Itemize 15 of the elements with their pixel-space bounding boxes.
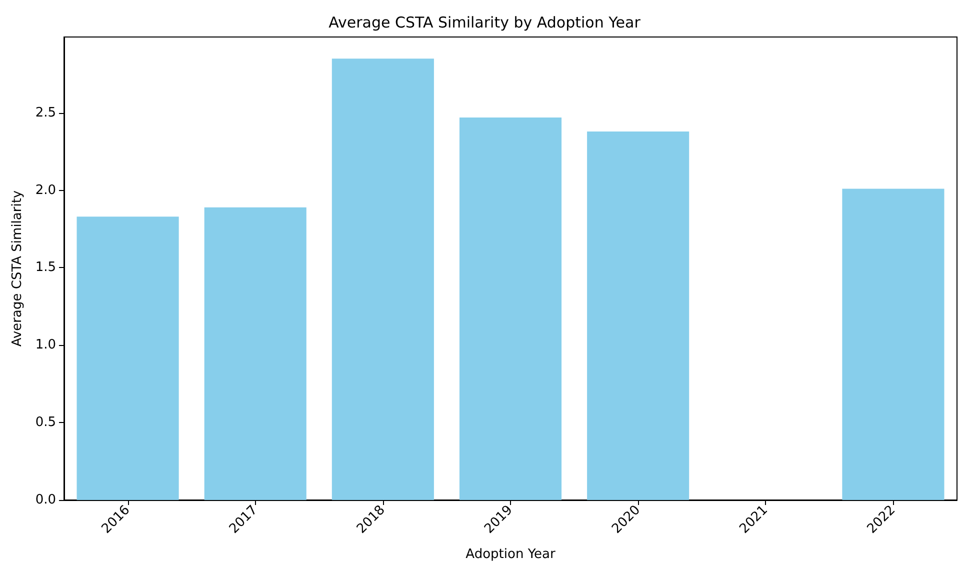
bar bbox=[332, 58, 434, 500]
bar bbox=[587, 131, 690, 500]
bar bbox=[459, 118, 562, 500]
chart-title: Average CSTA Similarity by Adoption Year bbox=[328, 14, 642, 32]
y-tick-label: 1.0 bbox=[35, 338, 56, 353]
y-tick-label: 0.5 bbox=[35, 415, 56, 430]
y-tick-label: 0.0 bbox=[35, 492, 56, 508]
y-tick-label: 1.5 bbox=[35, 260, 56, 276]
y-tick-label: 2.5 bbox=[35, 105, 56, 120]
bar bbox=[76, 216, 179, 500]
bar bbox=[204, 207, 306, 500]
bar bbox=[842, 188, 944, 500]
y-tick-label: 2.0 bbox=[35, 182, 56, 198]
x-axis-title: Adoption Year bbox=[466, 547, 556, 562]
y-axis-title: Average CSTA Similarity bbox=[10, 190, 25, 347]
